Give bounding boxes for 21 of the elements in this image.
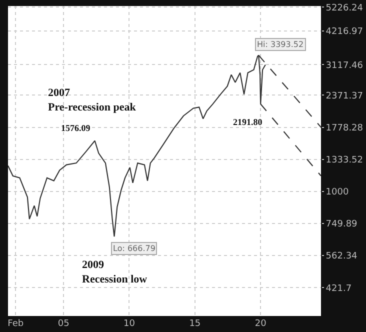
y-tick-label: 749.89 — [326, 220, 358, 230]
y-tick-label: 1333.52 — [326, 156, 364, 166]
x-tick-label: 15 — [189, 319, 201, 329]
x-tick-label: 20 — [254, 319, 267, 329]
y-tick-label: 562.34 — [326, 252, 358, 262]
y-tick-label: 1000 — [326, 188, 349, 198]
y-tick-label: 1778.28 — [326, 123, 364, 134]
y-tick-label: 421.7 — [326, 284, 352, 294]
annotation: Lo: 666.79 — [113, 244, 156, 253]
annotation: 1576.09 — [61, 123, 91, 133]
y-tick-label: 3117.46 — [326, 60, 364, 71]
annotation: 2007 Pre-recession peak — [48, 87, 137, 114]
y-tick-label: 5226.24 — [326, 3, 364, 14]
x-tick-label: 05 — [58, 319, 70, 329]
y-tick-label: 2371.37 — [326, 91, 364, 102]
annotation: 2009 Recession low — [82, 259, 148, 286]
x-tick-label: 10 — [124, 319, 136, 329]
x-tick-label: Feb — [8, 319, 24, 329]
annotation: 2191.80 — [233, 117, 263, 127]
annotation: Hi: 3393.52 — [257, 40, 304, 49]
y-tick-label: 4216.97 — [326, 27, 364, 38]
